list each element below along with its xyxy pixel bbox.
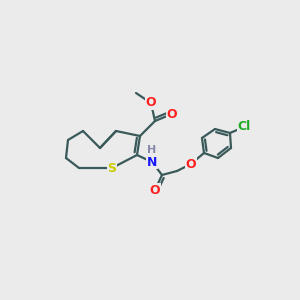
Text: H: H xyxy=(147,145,157,155)
Text: O: O xyxy=(146,97,156,110)
Text: O: O xyxy=(150,184,160,196)
Text: O: O xyxy=(167,107,177,121)
Text: S: S xyxy=(107,161,116,175)
Text: N: N xyxy=(147,155,157,169)
Text: O: O xyxy=(186,158,196,170)
Text: Cl: Cl xyxy=(237,121,250,134)
